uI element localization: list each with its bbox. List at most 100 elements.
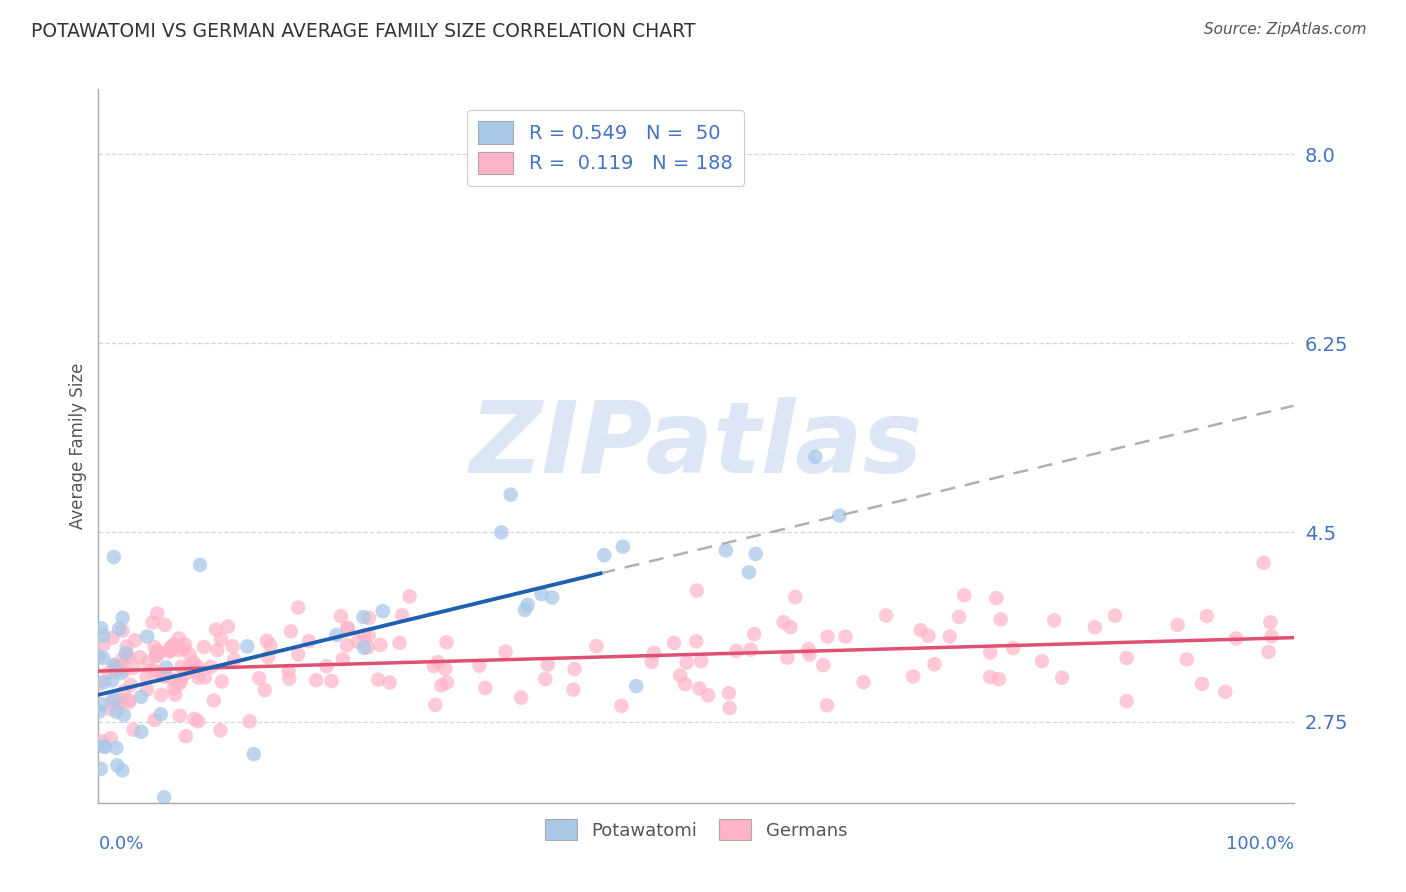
Germans — [122, 723, 145, 737]
Germans — [990, 612, 1012, 626]
Germans — [388, 636, 411, 650]
Potawatomi — [103, 658, 125, 673]
Germans — [167, 632, 190, 646]
Potawatomi — [626, 679, 648, 693]
Germans — [779, 620, 801, 634]
Germans — [785, 590, 807, 604]
Germans — [256, 633, 278, 648]
Germans — [153, 618, 176, 632]
Germans — [148, 645, 170, 659]
Potawatomi — [93, 675, 115, 690]
Potawatomi — [90, 621, 112, 635]
Germans — [167, 643, 190, 657]
Germans — [174, 729, 197, 743]
Germans — [1043, 613, 1066, 627]
Germans — [1002, 641, 1025, 656]
Potawatomi — [110, 666, 132, 681]
Germans — [142, 615, 165, 630]
Germans — [423, 659, 446, 673]
Germans — [287, 600, 309, 615]
Germans — [534, 672, 557, 686]
Germans — [336, 621, 359, 635]
Germans — [173, 641, 195, 656]
Germans — [336, 622, 359, 636]
Potawatomi — [353, 640, 375, 655]
Germans — [257, 650, 280, 665]
Potawatomi — [530, 587, 553, 601]
Germans — [685, 634, 707, 648]
Germans — [776, 650, 799, 665]
Germans — [669, 668, 692, 682]
Germans — [118, 649, 141, 664]
Potawatomi — [149, 707, 172, 722]
Germans — [305, 673, 328, 688]
Germans — [160, 643, 183, 657]
Potawatomi — [93, 629, 115, 643]
Germans — [391, 608, 413, 623]
Germans — [253, 683, 276, 698]
Germans — [315, 659, 337, 673]
Potawatomi — [91, 651, 114, 665]
Germans — [115, 649, 138, 664]
Germans — [247, 671, 270, 685]
Germans — [398, 590, 420, 604]
Germans — [510, 690, 533, 705]
Germans — [103, 658, 125, 673]
Germans — [910, 623, 932, 637]
Potawatomi — [112, 708, 135, 723]
Germans — [135, 682, 157, 697]
Germans — [239, 714, 262, 729]
Germans — [1260, 629, 1282, 643]
Germans — [118, 695, 141, 709]
Germans — [170, 673, 193, 688]
Germans — [187, 714, 209, 729]
Potawatomi — [103, 549, 125, 564]
Germans — [797, 642, 820, 657]
Germans — [979, 670, 1001, 684]
Germans — [610, 698, 633, 713]
Text: ZIPatlas: ZIPatlas — [470, 398, 922, 494]
Germans — [1258, 615, 1281, 630]
Potawatomi — [243, 747, 266, 761]
Germans — [690, 654, 713, 668]
Potawatomi — [236, 640, 259, 654]
Germans — [436, 635, 458, 649]
Germans — [1167, 618, 1189, 632]
Germans — [186, 659, 208, 673]
Germans — [112, 684, 135, 698]
Potawatomi — [593, 548, 616, 562]
Potawatomi — [325, 628, 347, 642]
Germans — [434, 662, 457, 676]
Germans — [1115, 694, 1137, 708]
Germans — [357, 629, 380, 643]
Potawatomi — [89, 705, 111, 719]
Germans — [93, 637, 115, 651]
Germans — [165, 688, 187, 702]
Germans — [986, 591, 1008, 606]
Potawatomi — [93, 739, 115, 754]
Germans — [425, 698, 447, 712]
Germans — [124, 633, 146, 648]
Germans — [917, 629, 939, 643]
Germans — [187, 671, 209, 685]
Potawatomi — [105, 758, 128, 772]
Text: Source: ZipAtlas.com: Source: ZipAtlas.com — [1204, 22, 1367, 37]
Germans — [370, 638, 392, 652]
Potawatomi — [738, 566, 761, 580]
Germans — [356, 640, 378, 655]
Potawatomi — [499, 488, 522, 502]
Potawatomi — [136, 630, 159, 644]
Germans — [135, 670, 157, 684]
Germans — [163, 639, 186, 653]
Germans — [112, 664, 135, 678]
Germans — [336, 638, 359, 652]
Germans — [875, 608, 897, 623]
Germans — [430, 678, 453, 692]
Germans — [170, 659, 193, 673]
Potawatomi — [541, 591, 564, 605]
Germans — [1257, 645, 1279, 659]
Germans — [89, 677, 111, 691]
Germans — [146, 607, 169, 621]
Germans — [938, 630, 960, 644]
Germans — [353, 628, 375, 642]
